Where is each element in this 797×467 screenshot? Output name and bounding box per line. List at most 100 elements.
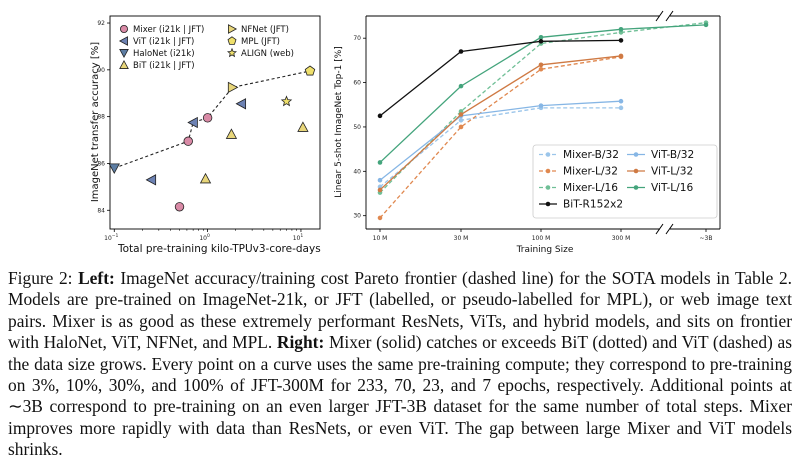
- point-halonet: [108, 163, 120, 174]
- point-bit: [199, 172, 212, 184]
- right-ytick-label: 60: [353, 80, 361, 87]
- point-nfnet: [227, 81, 239, 94]
- left-xtick-exp: 0: [207, 233, 210, 239]
- right-xtick-label: 300 M: [612, 235, 631, 242]
- right-ylabel: Linear 5-shot ImageNet Top-1 [%]: [334, 46, 344, 198]
- legend-point-ViT-L/16: [633, 185, 639, 190]
- series-point-ViT-B/32: [377, 177, 383, 183]
- left-xtick-base: 10: [104, 235, 112, 242]
- series-point-BiT-R152x2: [618, 38, 624, 43]
- figure-caption: Figure 2: Left: ImageNet accuracy/traini…: [8, 268, 792, 461]
- pareto-frontier-line: [114, 70, 311, 169]
- series-point-ViT-L/16: [703, 22, 709, 28]
- point-vit: [235, 98, 247, 110]
- legend-marker-mpl: [227, 36, 237, 45]
- right-xtick-label: 10 M: [373, 235, 388, 242]
- left-xtick-exp: 1: [300, 233, 303, 239]
- left-xtick-label: 10−1: [104, 233, 118, 242]
- series-point-ViT-L/16: [458, 83, 464, 89]
- legend-label-BiT-R152x2: BiT-R152x2: [563, 199, 623, 211]
- left-xtick-label: 101: [293, 233, 304, 242]
- series-point-ViT-L/32: [458, 112, 464, 117]
- legend-label-halonet: HaloNet (i21k): [133, 49, 195, 59]
- left-ytick-label: 86: [97, 160, 105, 167]
- legend-label-mpl: MPL (JFT): [241, 37, 280, 47]
- series-line-Mixer-L/16: [379, 31, 622, 194]
- left-ytick-label: 92: [97, 20, 105, 27]
- legend-label-Mixer-L/32: Mixer-L/32: [563, 166, 618, 178]
- legend-point-Mixer-L/16: [545, 185, 551, 190]
- series-point-ViT-B/32: [618, 98, 624, 104]
- series-point-BiT-R152x2: [538, 38, 544, 44]
- point-mixer: [174, 202, 185, 212]
- caption-left-text: ImageNet accuracy/training cost Pareto f…: [8, 268, 792, 353]
- series-line-ViT-L/32: [379, 55, 622, 191]
- right-legend-box: [532, 144, 718, 219]
- left-ytick-label: 90: [97, 67, 105, 74]
- caption-right-text: Mixer (solid) catches or exceeds BiT (do…: [8, 332, 792, 460]
- left-ylabel: ImageNet transfer accuracy [%]: [90, 42, 101, 202]
- legend-point-Mixer-L/32: [545, 168, 551, 174]
- series-point-Mixer-B/32: [458, 117, 464, 123]
- point-mixer: [183, 136, 193, 146]
- series-point-ViT-L/16: [618, 27, 624, 32]
- legend-label-Mixer-B/32: Mixer-B/32: [563, 149, 619, 161]
- series-point-Mixer-L/32: [538, 66, 544, 72]
- right-xlabel: Training Size: [516, 245, 574, 255]
- series-line-Mixer-L/32: [379, 56, 622, 219]
- series-point-Mixer-L/32: [377, 215, 383, 221]
- legend-point-BiT-R152x2: [545, 201, 551, 207]
- legend-marker-nfnet: [228, 24, 238, 34]
- legend-label-ViT-L/16: ViT-L/16: [651, 182, 693, 194]
- series-point-ViT-L/32: [538, 62, 544, 68]
- right-xtick-label: ~3B: [700, 235, 713, 242]
- legend-point-Mixer-B/32: [545, 152, 551, 157]
- point-align: [280, 95, 293, 107]
- right-legend: Mixer-B/32 ViT-B/32 Mixer-L/32 ViT-L/32 Mixe…: [532, 144, 718, 219]
- point-bit: [225, 128, 238, 139]
- legend-marker-vit: [118, 36, 128, 46]
- series-line-Mixer-B/32: [379, 107, 621, 188]
- right-ytick-label: 70: [353, 35, 361, 42]
- left-xtick-exp: −1: [112, 233, 119, 239]
- caption-figure-label: Figure 2:: [8, 268, 73, 288]
- series-point-ViT-B/32: [538, 103, 544, 108]
- axis-break-marks: [655, 10, 674, 235]
- legend-label-mixer: Mixer (i21k | JFT): [133, 25, 204, 35]
- series-point-ViT-L/32: [618, 53, 624, 59]
- point-vit: [145, 174, 157, 186]
- legend-label-Mixer-L/16: Mixer-L/16: [563, 182, 618, 194]
- point-mixer: [202, 113, 213, 123]
- series-point-ViT-L/16: [538, 35, 544, 40]
- legend-marker-bit: [119, 59, 129, 69]
- legend-label-vit: ViT (i21k | JFT): [133, 37, 194, 47]
- series-line-ViT-L/16: [379, 28, 622, 163]
- legend-marker-mixer: [120, 24, 129, 33]
- left-legend: Mixer (i21k | JFT) ViT (i21k | JFT) HaloNe…: [118, 24, 294, 71]
- series-point-ViT-L/16: [377, 160, 383, 165]
- legend-point-ViT-L/32: [633, 168, 639, 174]
- left-xtick-base: 10: [293, 235, 301, 242]
- left-plot-frame: [109, 15, 321, 230]
- point-mpl: [304, 65, 316, 76]
- right-ytick-label: 30: [353, 213, 361, 220]
- legend-point-ViT-B/32: [633, 152, 639, 157]
- legend-marker-align: [227, 47, 237, 58]
- series-point-BiT-R152x2: [377, 113, 383, 119]
- legend-label-ViT-B/32: ViT-B/32: [651, 149, 694, 161]
- right-xtick-label: 100 M: [532, 235, 551, 242]
- caption-right-label: Right:: [276, 332, 325, 353]
- point-bit: [297, 121, 309, 132]
- left-xtick-base: 10: [199, 235, 207, 242]
- right-ytick-label: 50: [353, 124, 361, 131]
- point-vit: [187, 116, 198, 129]
- left-xlabel: Total pre-training kilo-TPUv3-core-days: [117, 243, 321, 255]
- series-ext-ViT-L/16: [620, 24, 707, 30]
- left-ytick-label: 88: [97, 114, 105, 121]
- series-point-Mixer-L/32: [458, 124, 464, 130]
- series-line-BiT-R152x2: [379, 39, 622, 117]
- series-point-Mixer-B/32: [618, 105, 624, 111]
- series-point-BiT-R152x2: [458, 49, 464, 54]
